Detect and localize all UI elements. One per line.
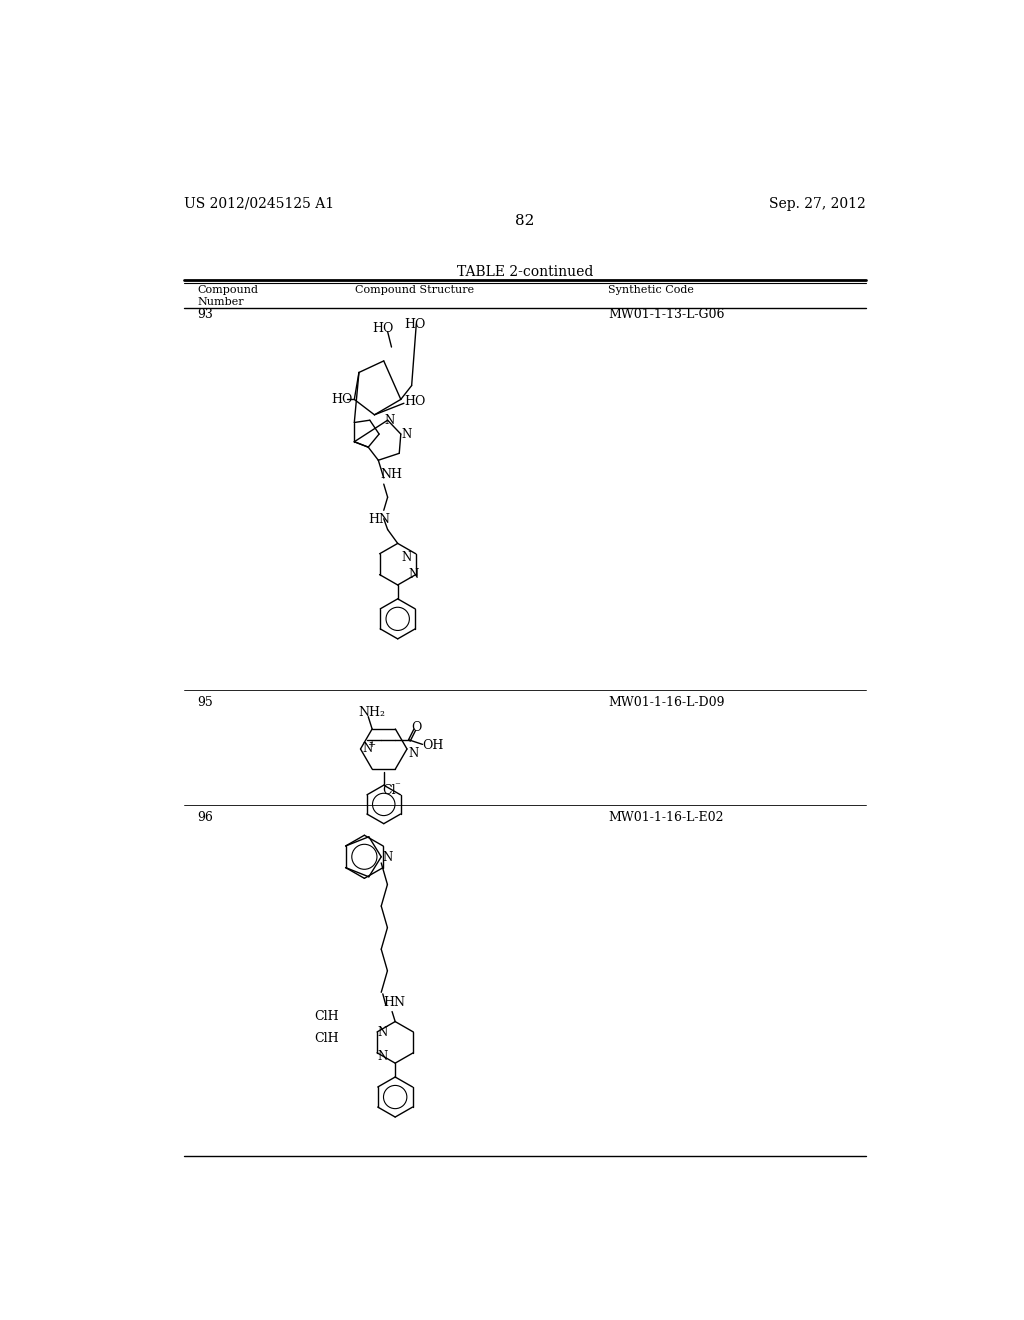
Text: N: N (362, 742, 373, 755)
Text: N: N (401, 428, 412, 441)
Text: MW01-1-16-L-D09: MW01-1-16-L-D09 (608, 696, 725, 709)
Text: N: N (401, 552, 412, 564)
Text: ClH: ClH (314, 1010, 339, 1023)
Text: N: N (378, 1026, 388, 1039)
Text: 96: 96 (198, 812, 214, 825)
Text: NH₂: NH₂ (358, 706, 385, 719)
Text: O: O (412, 721, 422, 734)
Text: Cl: Cl (382, 784, 396, 797)
Text: HO: HO (372, 322, 393, 335)
Text: 95: 95 (198, 696, 213, 709)
Text: Sep. 27, 2012: Sep. 27, 2012 (769, 197, 866, 211)
Text: NH: NH (380, 469, 401, 480)
Text: HO: HO (331, 393, 352, 407)
Text: MW01-1-16-L-E02: MW01-1-16-L-E02 (608, 812, 724, 825)
Text: HN: HN (369, 512, 390, 525)
Text: 93: 93 (198, 308, 214, 321)
Text: N: N (409, 747, 419, 760)
Text: Synthetic Code: Synthetic Code (608, 285, 694, 296)
Text: N: N (383, 850, 393, 863)
Text: HO: HO (403, 395, 425, 408)
Text: US 2012/0245125 A1: US 2012/0245125 A1 (183, 197, 334, 211)
Text: OH: OH (423, 739, 443, 752)
Text: +: + (369, 739, 377, 748)
Text: N: N (385, 414, 395, 428)
Text: Compound Structure: Compound Structure (355, 285, 474, 296)
Text: N: N (409, 568, 419, 581)
Text: ⁻: ⁻ (394, 781, 399, 791)
Text: ClH: ClH (314, 1032, 339, 1044)
Text: N: N (378, 1049, 388, 1063)
Text: Compound
Number: Compound Number (198, 285, 259, 308)
Text: 82: 82 (515, 214, 535, 228)
Text: MW01-1-13-L-G06: MW01-1-13-L-G06 (608, 308, 725, 321)
Text: HO: HO (404, 318, 426, 331)
Text: TABLE 2-continued: TABLE 2-continued (457, 264, 593, 279)
Text: HN: HN (384, 997, 406, 1010)
